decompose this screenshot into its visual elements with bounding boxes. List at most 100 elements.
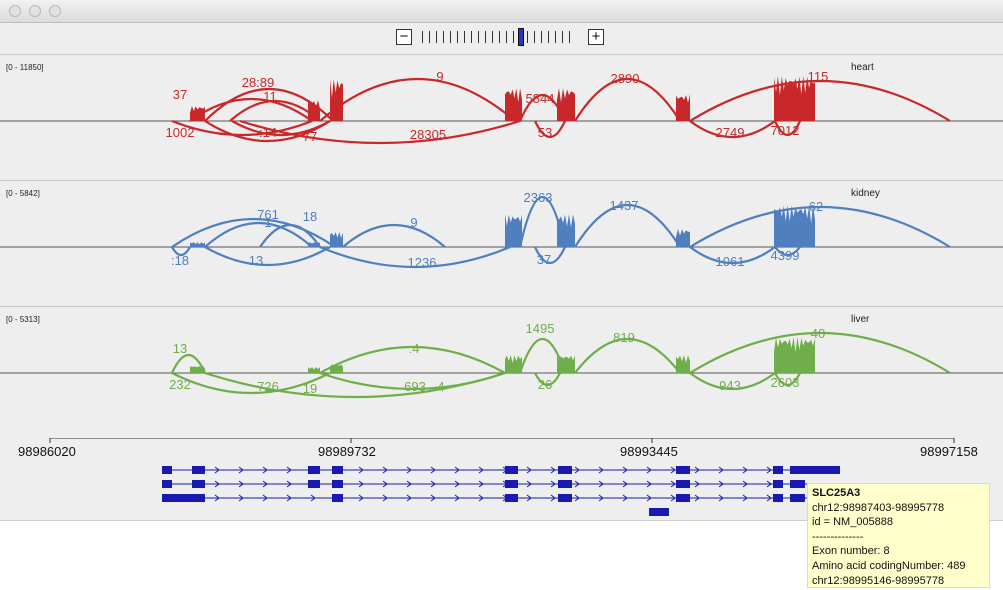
splice-junction-arc[interactable] [689, 79, 951, 122]
transcript-exon[interactable] [505, 480, 518, 488]
transcript-exon[interactable] [558, 466, 572, 474]
transcript-exon[interactable] [308, 480, 320, 488]
splice-junction-arc[interactable] [204, 88, 334, 122]
zoom-tick[interactable] [464, 31, 465, 43]
transcript-exon[interactable] [773, 494, 783, 502]
zoom-out-button[interactable]: − [396, 29, 412, 45]
splice-junction-arc[interactable] [204, 246, 331, 267]
splice-junction-arc[interactable] [229, 100, 321, 122]
coverage-track-liver[interactable]: 13:4 1495 819 40 232 726 19 693 4 26 943 2603 [0 - … [0, 306, 1003, 433]
zoom-in-button[interactable]: + [588, 29, 604, 45]
zoom-tick[interactable] [548, 31, 549, 43]
splice-junction-arc[interactable] [574, 78, 681, 122]
transcript-exon[interactable] [773, 480, 783, 488]
exon-coverage-bar[interactable] [676, 355, 690, 373]
minimize-window-button[interactable] [29, 5, 41, 17]
zoom-tick[interactable] [562, 31, 563, 43]
coverage-track-heart[interactable]: 37 28:89 11 9 5844 2890 115 1002:14 77 28305 53 274… [0, 54, 1003, 181]
exon-coverage-bar[interactable] [505, 355, 522, 373]
zoom-tick[interactable] [499, 31, 500, 43]
transcript-exon[interactable] [308, 466, 320, 474]
transcript-exon[interactable] [649, 508, 669, 516]
splice-junction-arc[interactable] [171, 246, 191, 257]
transcript-exon[interactable] [332, 494, 343, 502]
splice-junction-arc[interactable] [171, 119, 313, 137]
splice-junction-arc[interactable] [689, 246, 776, 265]
gene-model-track[interactable] [0, 462, 1003, 520]
zoom-tick[interactable] [541, 31, 542, 43]
coverage-plot[interactable]: 761 18 1 9 2363 1437 62:18 13 1236 37 1061 4399 [0, 181, 1003, 307]
splice-junction-arc[interactable] [534, 246, 566, 265]
exon-coverage-bar[interactable] [557, 355, 575, 373]
transcript-exon[interactable] [790, 494, 805, 502]
exon-coverage-bar[interactable] [505, 214, 522, 247]
exon-coverage-bar[interactable] [557, 214, 575, 247]
zoom-tick[interactable] [513, 31, 514, 43]
zoom-tick[interactable] [422, 31, 423, 43]
splice-junction-arc[interactable] [319, 371, 506, 391]
exon-coverage-bar[interactable] [774, 76, 815, 121]
exon-coverage-bar[interactable] [190, 242, 205, 247]
transcript-exon[interactable] [676, 494, 690, 502]
splice-junction-arc[interactable] [574, 204, 681, 248]
splice-junction-arc[interactable] [171, 353, 206, 374]
splice-junction-arc[interactable] [171, 217, 336, 248]
zoom-slider-track[interactable] [422, 31, 580, 45]
zoom-tick[interactable] [457, 31, 458, 43]
close-window-button[interactable] [9, 5, 21, 17]
transcript-exon[interactable] [790, 466, 840, 474]
transcript-models[interactable] [0, 462, 1003, 520]
zoom-window-button[interactable] [49, 5, 61, 17]
splice-junction-arc[interactable] [319, 245, 511, 269]
zoom-tick[interactable] [569, 31, 570, 43]
transcript-exon[interactable] [773, 466, 783, 474]
zoom-tick[interactable] [492, 31, 493, 43]
exon-coverage-bar[interactable] [676, 229, 690, 247]
exon-coverage-bar[interactable] [557, 88, 575, 121]
exon-coverage-bar[interactable] [774, 205, 815, 247]
splice-junction-arc[interactable] [319, 346, 506, 374]
zoom-slider-thumb[interactable] [518, 28, 524, 46]
splice-junction-arc[interactable] [534, 120, 566, 139]
transcript-exon[interactable] [790, 480, 805, 488]
zoom-tick[interactable] [429, 31, 430, 43]
zoom-tick[interactable] [555, 31, 556, 43]
splice-junction-arc[interactable] [171, 372, 331, 395]
splice-junction-arc[interactable] [574, 338, 681, 374]
splice-junction-arc[interactable] [204, 221, 313, 248]
transcript-exon[interactable] [505, 494, 518, 502]
transcript-exon[interactable] [192, 480, 205, 488]
splice-junction-arc[interactable] [774, 372, 801, 387]
splice-junction-arc[interactable] [774, 246, 801, 257]
splice-junction-arc[interactable] [689, 205, 951, 248]
transcript-exon[interactable] [505, 466, 518, 474]
exon-coverage-bar[interactable] [330, 232, 343, 247]
zoom-tick[interactable] [485, 31, 486, 43]
splice-junction-arc[interactable] [231, 120, 331, 136]
transcript-exon[interactable] [558, 494, 572, 502]
exon-coverage-bar[interactable] [190, 365, 205, 373]
transcript-exon[interactable] [676, 466, 690, 474]
zoom-tick[interactable] [478, 31, 479, 43]
transcript-exon[interactable] [162, 480, 172, 488]
zoom-tick[interactable] [436, 31, 437, 43]
exon-coverage-bar[interactable] [330, 79, 343, 121]
splice-junction-arc[interactable] [689, 331, 951, 374]
exon-coverage-bar[interactable] [308, 367, 320, 373]
transcript-exon[interactable] [162, 466, 172, 474]
exon-coverage-bar[interactable] [676, 94, 690, 121]
exon-coverage-bar[interactable] [774, 337, 815, 373]
zoom-tick[interactable] [527, 31, 528, 43]
splice-junction-arc[interactable] [342, 223, 446, 248]
splice-junction-arc[interactable] [518, 196, 567, 248]
transcript-exon[interactable] [558, 480, 572, 488]
splice-junction-arc[interactable] [518, 338, 567, 374]
zoom-tick[interactable] [506, 31, 507, 43]
transcript-exon[interactable] [676, 480, 690, 488]
transcript-exon[interactable] [332, 480, 343, 488]
splice-junction-arc[interactable] [518, 93, 567, 122]
transcript-exon[interactable] [332, 466, 343, 474]
splice-junction-arc[interactable] [689, 120, 776, 139]
splice-junction-arc[interactable] [259, 223, 321, 248]
